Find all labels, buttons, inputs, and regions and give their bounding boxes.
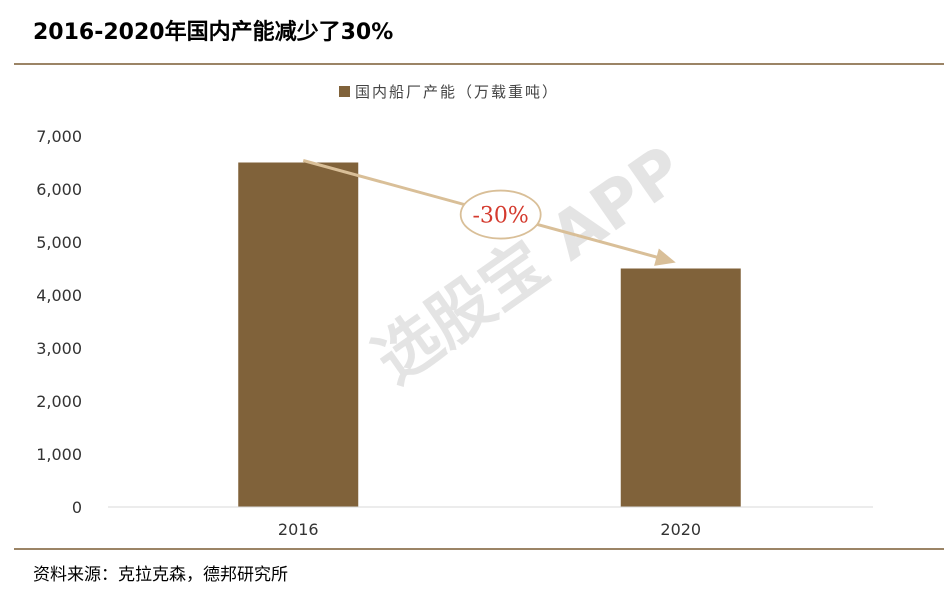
x-tick-label: 2016 — [278, 520, 319, 539]
annotation-label: -30% — [473, 204, 529, 229]
y-tick-label: 0 — [72, 498, 82, 517]
legend: 国内船厂产能（万载重吨） — [339, 83, 559, 101]
bar-chart: 选股宝 APP 国内船厂产能（万载重吨） 01,0002,0003,0004,0… — [36, 83, 873, 539]
y-tick-label: 2,000 — [36, 392, 82, 411]
y-tick-label: 3,000 — [36, 339, 82, 358]
chart-title: 2016-2020年国内产能减少了30% — [33, 20, 394, 45]
arrow-head — [654, 248, 676, 266]
legend-label: 国内船厂产能（万载重吨） — [355, 83, 559, 101]
source-note: 资料来源：克拉克森，德邦研究所 — [33, 565, 288, 585]
y-tick-label: 1,000 — [36, 445, 82, 464]
x-axis: 2016 2020 — [278, 520, 701, 539]
bar-2016 — [238, 162, 359, 507]
bar-2020 — [620, 268, 741, 507]
bars — [238, 162, 741, 507]
x-tick-label: 2020 — [660, 520, 701, 539]
top-divider — [14, 63, 944, 65]
y-tick-label: 6,000 — [36, 180, 82, 199]
bottom-divider — [14, 548, 944, 550]
y-tick-label: 4,000 — [36, 286, 82, 305]
y-tick-label: 5,000 — [36, 233, 82, 252]
y-axis: 0 1,000 2,000 3,000 4,000 5,000 6,000 7,000 — [36, 127, 82, 517]
change-annotation: -30% — [302, 159, 676, 266]
legend-swatch — [339, 86, 350, 97]
y-tick-label: 7,000 — [36, 127, 82, 146]
annotation-oval — [459, 189, 542, 240]
